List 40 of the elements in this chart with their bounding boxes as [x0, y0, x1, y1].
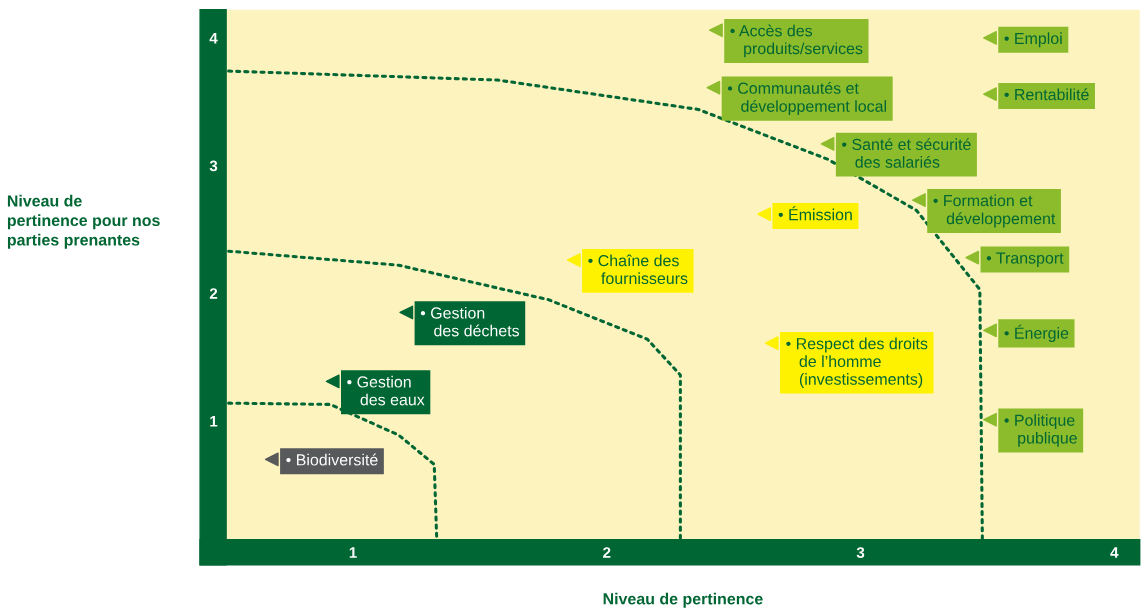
x-tick-label: 3 — [856, 547, 865, 558]
point — [566, 253, 581, 268]
point — [965, 250, 980, 265]
x-axis-title: Niveau de pertinence — [603, 592, 763, 608]
y-tick-label: 3 — [209, 160, 218, 172]
point — [820, 136, 835, 151]
annotation: • Communautés et développement local — [727, 81, 887, 116]
point — [399, 305, 414, 320]
point — [709, 23, 723, 38]
y-axis-title: Niveau de pertinence pour nos parties prenantes — [7, 194, 160, 249]
point — [983, 30, 997, 45]
annotation: • Gestion des eaux — [347, 375, 425, 406]
point — [764, 336, 779, 351]
annotation: • Biodiversité — [286, 453, 378, 466]
x-tick-label: 2 — [603, 547, 611, 558]
annotation: • Transport — [986, 252, 1064, 267]
y-tick-label: 1 — [210, 416, 218, 427]
annotation: • Formation et développement — [933, 194, 1056, 228]
point — [983, 323, 997, 338]
x-tick-label: 1 — [349, 547, 357, 558]
point — [912, 193, 926, 207]
annotation: • Émission — [778, 206, 852, 221]
annotation: • Gestion des déchets — [420, 306, 520, 337]
point — [264, 452, 279, 467]
point — [983, 87, 997, 101]
y-tick-label: 4 — [209, 32, 218, 44]
y-tick-label: 2 — [209, 288, 218, 299]
point — [325, 374, 340, 389]
annotation: • Politique publique — [1004, 414, 1077, 447]
annotation: • Énergie — [1004, 324, 1069, 342]
point — [983, 412, 997, 427]
annotation: • Rentabilité — [1004, 88, 1089, 101]
point — [706, 80, 721, 95]
point — [757, 207, 772, 222]
x-tick-label: 4 — [1110, 547, 1119, 558]
annotation: • Santé et sécurité des salariés — [842, 138, 971, 168]
annotation: • Chaîne des fournisseurs — [588, 254, 688, 285]
annotation: • Emploi — [1004, 32, 1062, 48]
annotation: • Respect des droits de l’homme (investissements) — [786, 337, 928, 388]
annotation: • Accès des produits/services — [730, 24, 863, 58]
